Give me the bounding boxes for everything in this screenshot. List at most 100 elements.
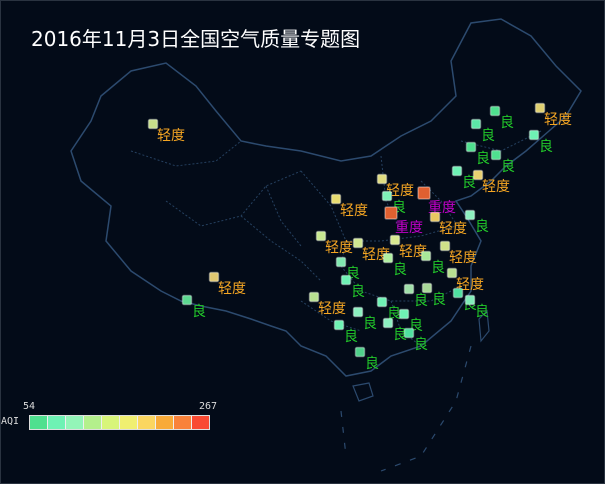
map-title: 2016年11月3日全国空气质量专题图 [31,27,361,51]
south-sea-dashes [340,345,472,472]
station-aqi-level-label: 良 [363,316,377,332]
station-marker[interactable] [147,118,159,130]
station-aqi-level-label: 良 [393,327,407,343]
station-marker[interactable] [464,209,476,221]
province-border [300,170,347,267]
province-border [340,265,462,302]
station-marker[interactable] [465,141,477,153]
station-aqi-level-label: 良 [351,284,365,300]
station-aqi-level-label: 良 [476,151,490,167]
station-aqi-level-label: 轻度 [325,240,353,256]
province-border [265,185,302,247]
station-aqi-level-label: 轻度 [544,112,572,128]
station-marker[interactable] [398,308,410,320]
station-marker[interactable] [403,327,415,339]
legend-swatch[interactable] [192,416,209,429]
legend-swatch[interactable] [66,416,84,429]
station-marker[interactable] [340,274,352,286]
legend-max: 267 [199,401,218,412]
station-marker[interactable] [489,105,501,117]
station-marker[interactable] [335,256,347,268]
province-border [240,215,322,282]
station-marker[interactable] [330,193,342,205]
station-marker[interactable] [333,319,345,331]
station-aqi-level-label: 良 [414,337,428,353]
station-markers: 轻度轻度良良 轻度良良良 良良 轻度轻度良 重度轻度重度 轻度 良轻度 轻度 轻度 轻度良 良良良轻… [147,102,572,372]
station-marker[interactable] [315,230,327,242]
station-aqi-level-label: 良 [387,306,401,322]
station-marker[interactable] [208,271,220,283]
station-aqi-level-label: 良 [539,139,553,155]
station-marker[interactable] [354,346,366,358]
legend-swatch[interactable] [102,416,120,429]
station-marker[interactable] [376,296,388,308]
aqi-legend: AQI 54 267 [1,401,221,436]
station-marker[interactable] [470,118,482,130]
station-aqi-level-label: 良 [500,115,514,131]
station-aqi-level-label: 良 [192,304,206,320]
province-border [300,300,362,332]
legend-swatch[interactable] [30,416,48,429]
station-aqi-level-label: 轻度 [318,301,346,317]
station-marker[interactable] [181,294,193,306]
station-aqi-level-label: 良 [475,304,489,320]
legend-swatch[interactable] [138,416,156,429]
station-marker[interactable] [381,190,393,202]
station-marker[interactable] [352,237,364,249]
legend-swatch[interactable] [120,416,138,429]
station-aqi-level-label: 轻度 [399,244,427,260]
station-aqi-level-label: 轻度 [218,281,246,297]
station-marker[interactable] [439,240,451,252]
station-marker[interactable] [464,294,476,306]
legend-color-scale[interactable] [29,415,210,430]
station-marker[interactable] [451,165,463,177]
province-border [130,140,242,167]
station-aqi-level-label: 轻度 [449,250,477,266]
station-marker[interactable] [452,287,464,299]
station-marker[interactable] [308,291,320,303]
station-marker[interactable] [376,173,388,185]
station-aqi-level-label: 轻度 [386,183,414,199]
station-marker[interactable] [534,102,546,114]
province-border [346,225,457,242]
station-marker[interactable] [472,169,484,181]
station-marker[interactable] [403,283,415,295]
station-marker[interactable] [382,317,394,329]
station-aqi-level-label: 良 [475,219,489,235]
station-aqi-level-label: 良 [462,175,476,191]
province-border [390,300,422,347]
province-border [165,170,302,227]
station-marker[interactable] [384,206,398,220]
legend-swatch[interactable] [84,416,102,429]
station-marker[interactable] [420,250,432,262]
station-aqi-level-label: 轻度 [456,277,484,293]
legend-min: 54 [23,401,36,412]
station-aqi-level-label: 轻度 [362,247,390,263]
station-marker[interactable] [352,306,364,318]
station-marker[interactable] [528,129,540,141]
legend-swatch[interactable] [48,416,66,429]
station-marker[interactable] [417,186,431,200]
province-border [380,155,402,232]
station-aqi-level-label: 良 [414,293,428,309]
station-marker[interactable] [421,282,433,294]
legend-swatch[interactable] [174,416,192,429]
station-aqi-level-label: 良 [432,292,446,308]
station-aqi-level-label: 轻度 [439,221,467,237]
legend-swatch[interactable] [156,416,174,429]
station-aqi-level-label: 轻度 [157,128,185,144]
legend-label: AQI [1,416,20,427]
station-marker[interactable] [446,267,458,279]
station-aqi-level-label: 良 [393,262,407,278]
station-marker[interactable] [429,211,441,223]
station-aqi-level-label: 良 [431,260,445,276]
station-aqi-level-label: 良 [481,128,495,144]
taiwan [478,309,490,343]
station-aqi-level-label: 轻度 [340,203,368,219]
station-marker[interactable] [490,149,502,161]
station-aqi-level-label: 重度 [428,200,456,216]
station-marker[interactable] [382,252,394,264]
station-marker[interactable] [389,234,401,246]
